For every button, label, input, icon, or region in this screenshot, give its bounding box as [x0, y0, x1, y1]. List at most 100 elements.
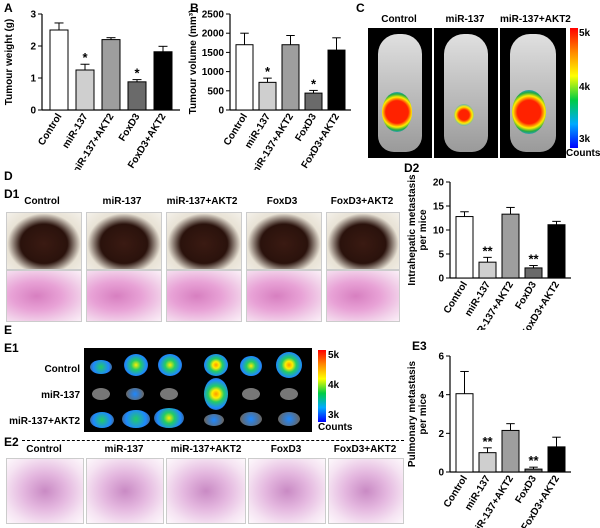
- d1-caption-control: Control: [24, 196, 60, 207]
- y-axis-label: Intrahepatic metastasisper mice: [407, 174, 429, 286]
- y-tick-label: 4: [438, 390, 444, 401]
- panel-label-d2: D2: [404, 161, 420, 175]
- bar-foxd3-akt2: [327, 49, 346, 111]
- e1-colorbar-tick-3k: 3k: [328, 410, 340, 421]
- bar-foxd3: [524, 468, 543, 473]
- panel-label-e3: E3: [412, 339, 427, 353]
- e2-caption-mir137: miR-137: [104, 444, 144, 455]
- bar-foxd3-akt2: [547, 446, 566, 473]
- y-tick-label: 10: [433, 226, 445, 237]
- panel-d1-images: Control miR-137 miR-137+AKT2 FoxD3 FoxD3…: [0, 186, 400, 326]
- y-tick-label: 1500: [202, 48, 225, 59]
- panel-label-a: A: [4, 1, 13, 15]
- e1-row-label-control: Control: [44, 364, 80, 375]
- y-tick-label: 15: [433, 202, 445, 213]
- y-tick-label: 0: [438, 274, 444, 285]
- bar-control: [455, 393, 474, 473]
- significance-marker: *: [82, 50, 88, 65]
- panel-e2-images: Control miR-137 miR-137+AKT2 FoxD3 FoxD3…: [0, 440, 404, 528]
- liver-photo-control: [6, 212, 82, 270]
- e1-lung-imaging-panel: [84, 348, 312, 432]
- panel-c-colorbar-tick-4k: 4k: [579, 82, 591, 93]
- y-tick-label: 5: [438, 250, 444, 261]
- lung-he-control: [6, 458, 84, 524]
- d1-caption-mir137: miR-137: [102, 196, 142, 207]
- e1-row-label-mir137: miR-137: [41, 390, 80, 401]
- panel-c-imaging: Control miR-137 miR-137+AKT2 5k 4k 3k Co…: [364, 10, 600, 162]
- y-tick-label: 2: [30, 42, 36, 53]
- liver-photo-foxd3: [246, 212, 322, 270]
- y-tick-label: 0: [30, 106, 36, 117]
- e2-caption-foxd3: FoxD3: [270, 444, 302, 455]
- y-tick-label: 0: [438, 468, 444, 479]
- panel-e1-imaging: Control miR-137 miR-137+AKT2 5k 4k 3k Co…: [0, 344, 404, 436]
- mouse-image-mir137-akt2: [500, 28, 566, 158]
- bar-control: [455, 216, 474, 279]
- x-tick-label: Control: [36, 112, 64, 148]
- y-axis-label: Tumour volume (mm³): [188, 10, 199, 115]
- panel-c-caption-control: Control: [381, 14, 417, 25]
- e1-colorbar-unit: Counts: [318, 422, 353, 433]
- mouse-image-control: [368, 28, 432, 158]
- y-tick-label: 500: [207, 86, 224, 97]
- panel-c-caption-mir137-akt2: miR-137+AKT2: [500, 14, 571, 25]
- he-section-control: [6, 270, 82, 322]
- panel-label-e2: E2: [4, 435, 19, 449]
- panel-label-e: E: [4, 323, 13, 337]
- bar-foxd3: [304, 92, 323, 111]
- bar-mir-137-akt2: [101, 39, 121, 111]
- y-tick-label: 3: [30, 10, 36, 21]
- liver-photo-mir137: [86, 212, 162, 270]
- panel-label-e1: E1: [4, 341, 19, 355]
- bar-control: [235, 44, 254, 111]
- liver-photo-mir137-akt2: [166, 212, 242, 270]
- e2-caption-control: Control: [26, 444, 62, 455]
- y-tick-label: 2500: [202, 10, 225, 21]
- panel-label-b: B: [190, 1, 199, 15]
- panel-c-colorbar-unit: Counts: [566, 148, 600, 159]
- he-section-mir137-akt2: [166, 270, 242, 322]
- significance-marker: *: [134, 66, 140, 81]
- significance-marker: *: [265, 64, 271, 79]
- bar-foxd3-akt2: [547, 224, 566, 279]
- e-section-divider: [22, 440, 404, 441]
- e2-caption-foxd3-akt2: FoxD3+AKT2: [333, 444, 397, 455]
- y-tick-label: 20: [433, 178, 445, 189]
- d1-caption-foxd3-akt2: FoxD3+AKT2: [330, 196, 394, 207]
- y-axis-label: Tumour weight (g): [4, 19, 15, 105]
- bar-foxd3-akt2: [153, 51, 173, 111]
- panel-label-c: C: [356, 1, 365, 15]
- y-axis-label: Pulmonary metastasisper mice: [407, 360, 429, 467]
- y-tick-label: 2: [438, 429, 444, 440]
- e1-row-label-mir137-akt2: miR-137+AKT2: [9, 416, 80, 427]
- bar-control: [49, 29, 69, 111]
- bar-mir-137-akt2: [501, 213, 520, 279]
- panel-c-caption-mir137: miR-137: [445, 14, 485, 25]
- y-tick-label: 1: [30, 74, 36, 85]
- lung-he-foxd3: [248, 458, 326, 524]
- significance-marker: **: [528, 252, 539, 267]
- mouse-image-mir137: [434, 28, 498, 158]
- he-section-foxd3: [246, 270, 322, 322]
- panel-label-d1: D1: [4, 187, 20, 201]
- bar-foxd3: [127, 81, 147, 111]
- e1-colorbar-tick-5k: 5k: [328, 350, 340, 361]
- x-tick-label: FoxD3: [117, 111, 143, 143]
- liver-photo-foxd3-akt2: [326, 212, 400, 270]
- panel-label-d: D: [4, 169, 13, 183]
- bar-foxd3: [524, 267, 543, 279]
- he-section-foxd3-akt2: [326, 270, 400, 322]
- significance-marker: *: [311, 76, 317, 91]
- he-section-mir137: [86, 270, 162, 322]
- e2-caption-mir137-akt2: miR-137+AKT2: [170, 444, 242, 455]
- y-tick-label: 2000: [202, 29, 225, 40]
- bar-mir-137-akt2: [501, 429, 520, 473]
- y-tick-label: 0: [218, 106, 224, 117]
- panel-c-colorbar-tick-3k: 3k: [579, 134, 591, 145]
- significance-marker: **: [528, 453, 539, 468]
- bar-mir-137-akt2: [281, 44, 300, 111]
